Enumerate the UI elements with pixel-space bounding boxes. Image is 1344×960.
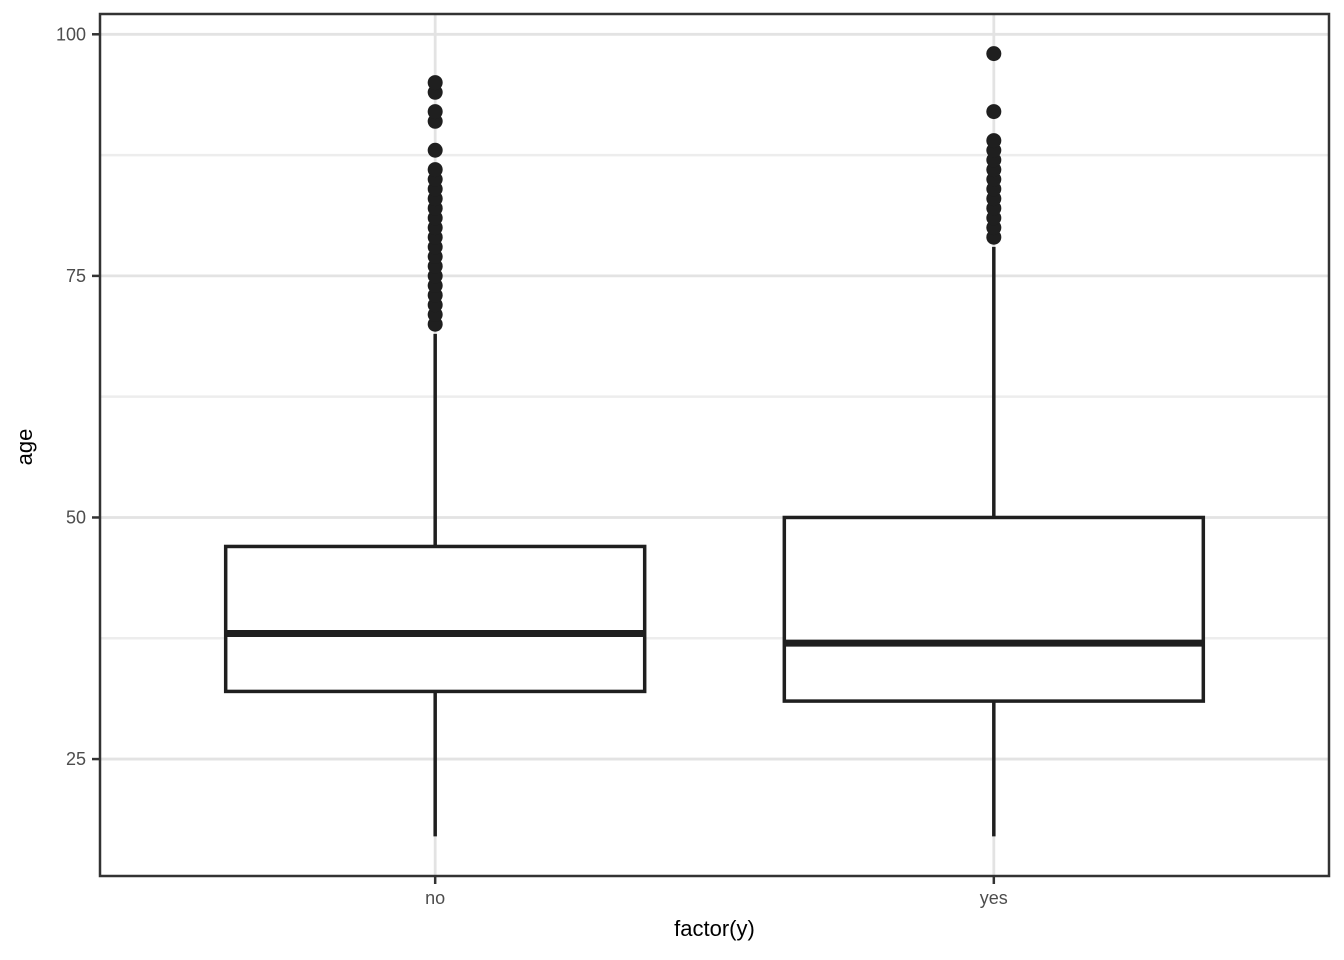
- outlier-dot: [986, 46, 1002, 62]
- x-tick-label: no: [425, 888, 445, 908]
- outlier-dot: [427, 75, 443, 91]
- outlier-dot: [427, 104, 443, 120]
- panel-border: [98, 12, 1331, 878]
- y-tick-label: 100: [56, 24, 86, 44]
- x-tick-label: yes: [980, 888, 1008, 908]
- outlier-dot: [986, 133, 1002, 149]
- outlier-dot: [427, 142, 443, 158]
- y-tick-label: 25: [66, 749, 86, 769]
- box-rect: [223, 544, 647, 694]
- box-rect: [782, 515, 1206, 703]
- x-axis-title: factor(y): [674, 916, 755, 941]
- outlier-dot: [427, 162, 443, 178]
- y-axis-title: age: [12, 428, 37, 466]
- y-tick-label: 75: [66, 266, 86, 286]
- outlier-dot: [986, 104, 1002, 120]
- panel-background: [100, 14, 1329, 876]
- y-tick-label: 50: [66, 507, 86, 527]
